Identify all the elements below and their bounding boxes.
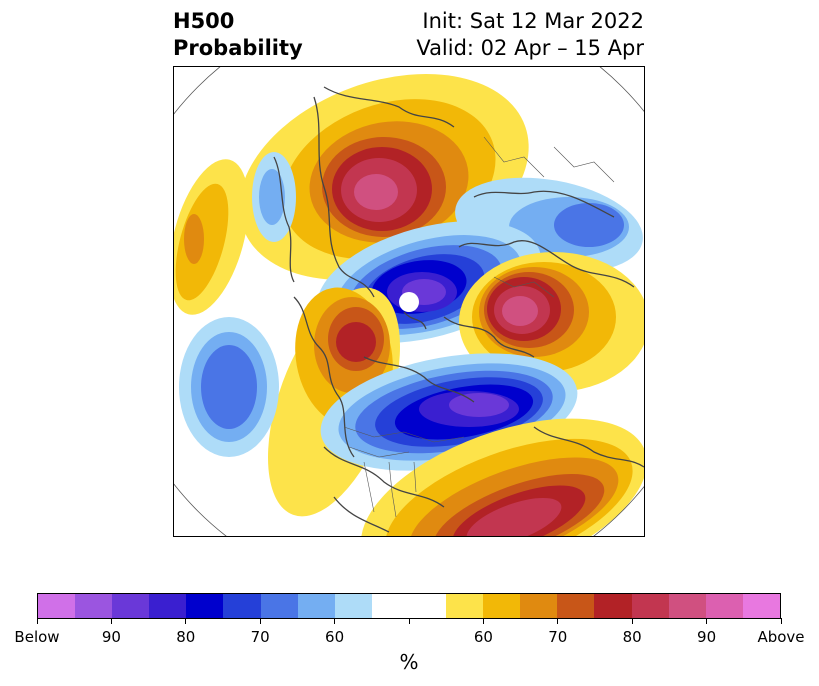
colorbar-tick [557,618,559,624]
colorbar-tick-label: 80 [176,628,196,646]
variable-label: H500 [173,9,235,33]
colorbar-segment [149,594,187,618]
colorbar-segment [297,594,335,618]
valid-range-label: Valid: 02 Apr – 15 Apr [416,36,644,60]
colorbar-segment [742,594,780,618]
title-right: Init: Sat 12 Mar 2022 Valid: 02 Apr – 15… [416,8,644,62]
colorbar [37,593,781,619]
colorbar-tick [185,618,187,624]
colorbar-segment [594,594,632,618]
colorbar-segment [260,594,298,618]
map-panel [173,66,645,537]
colorbar-tick-label: Above [757,628,805,646]
colorbar-tick-label: 60 [473,628,493,646]
colorbar-tick-label: 90 [101,628,121,646]
colorbar-segment [557,594,595,618]
colorbar-tick [706,618,708,624]
colorbar-tick [110,618,112,624]
colorbar-tick [780,618,782,624]
anomaly-above-south [361,418,644,536]
colorbar-tick-label: 90 [697,628,717,646]
pole-marker [399,292,419,312]
colorbar-segment [446,594,484,618]
colorbar-segment [186,594,224,618]
colorbar-unit-label: % [399,650,419,674]
colorbar-segment [631,594,669,618]
colorbar-tick [408,618,410,624]
colorbar-segment [371,594,409,618]
colorbar-segment [334,594,372,618]
probability-map [174,67,644,536]
colorbar-segment [408,594,447,618]
product-label: Probability [173,36,303,60]
init-date-label: Init: Sat 12 Mar 2022 [422,9,644,33]
colorbar-tick [36,618,38,624]
title-left: H500 Probability [173,8,303,62]
colorbar-tick-label: 60 [325,628,345,646]
colorbar-tick [631,618,633,624]
colorbar-tick-label: 70 [250,628,270,646]
colorbar-segment [112,594,150,618]
colorbar-segment [223,594,261,618]
colorbar-segment [483,594,521,618]
coastlines [273,86,644,533]
colorbar-segment [520,594,558,618]
colorbar-tick-label: 80 [622,628,642,646]
colorbar-tick-label: 70 [548,628,568,646]
anomaly-below-pacific [252,152,296,242]
anomaly-below-west [179,317,279,457]
colorbar-tick [259,618,261,624]
colorbar-segment [38,594,76,618]
colorbar-segment [75,594,113,618]
colorbar-tick [334,618,336,624]
colorbar-tick [482,618,484,624]
colorbar-segment [705,594,743,618]
colorbar-segment [668,594,706,618]
colorbar-tick-label: Below [14,628,60,646]
anomaly-above-west [174,159,249,315]
borders [343,136,615,518]
